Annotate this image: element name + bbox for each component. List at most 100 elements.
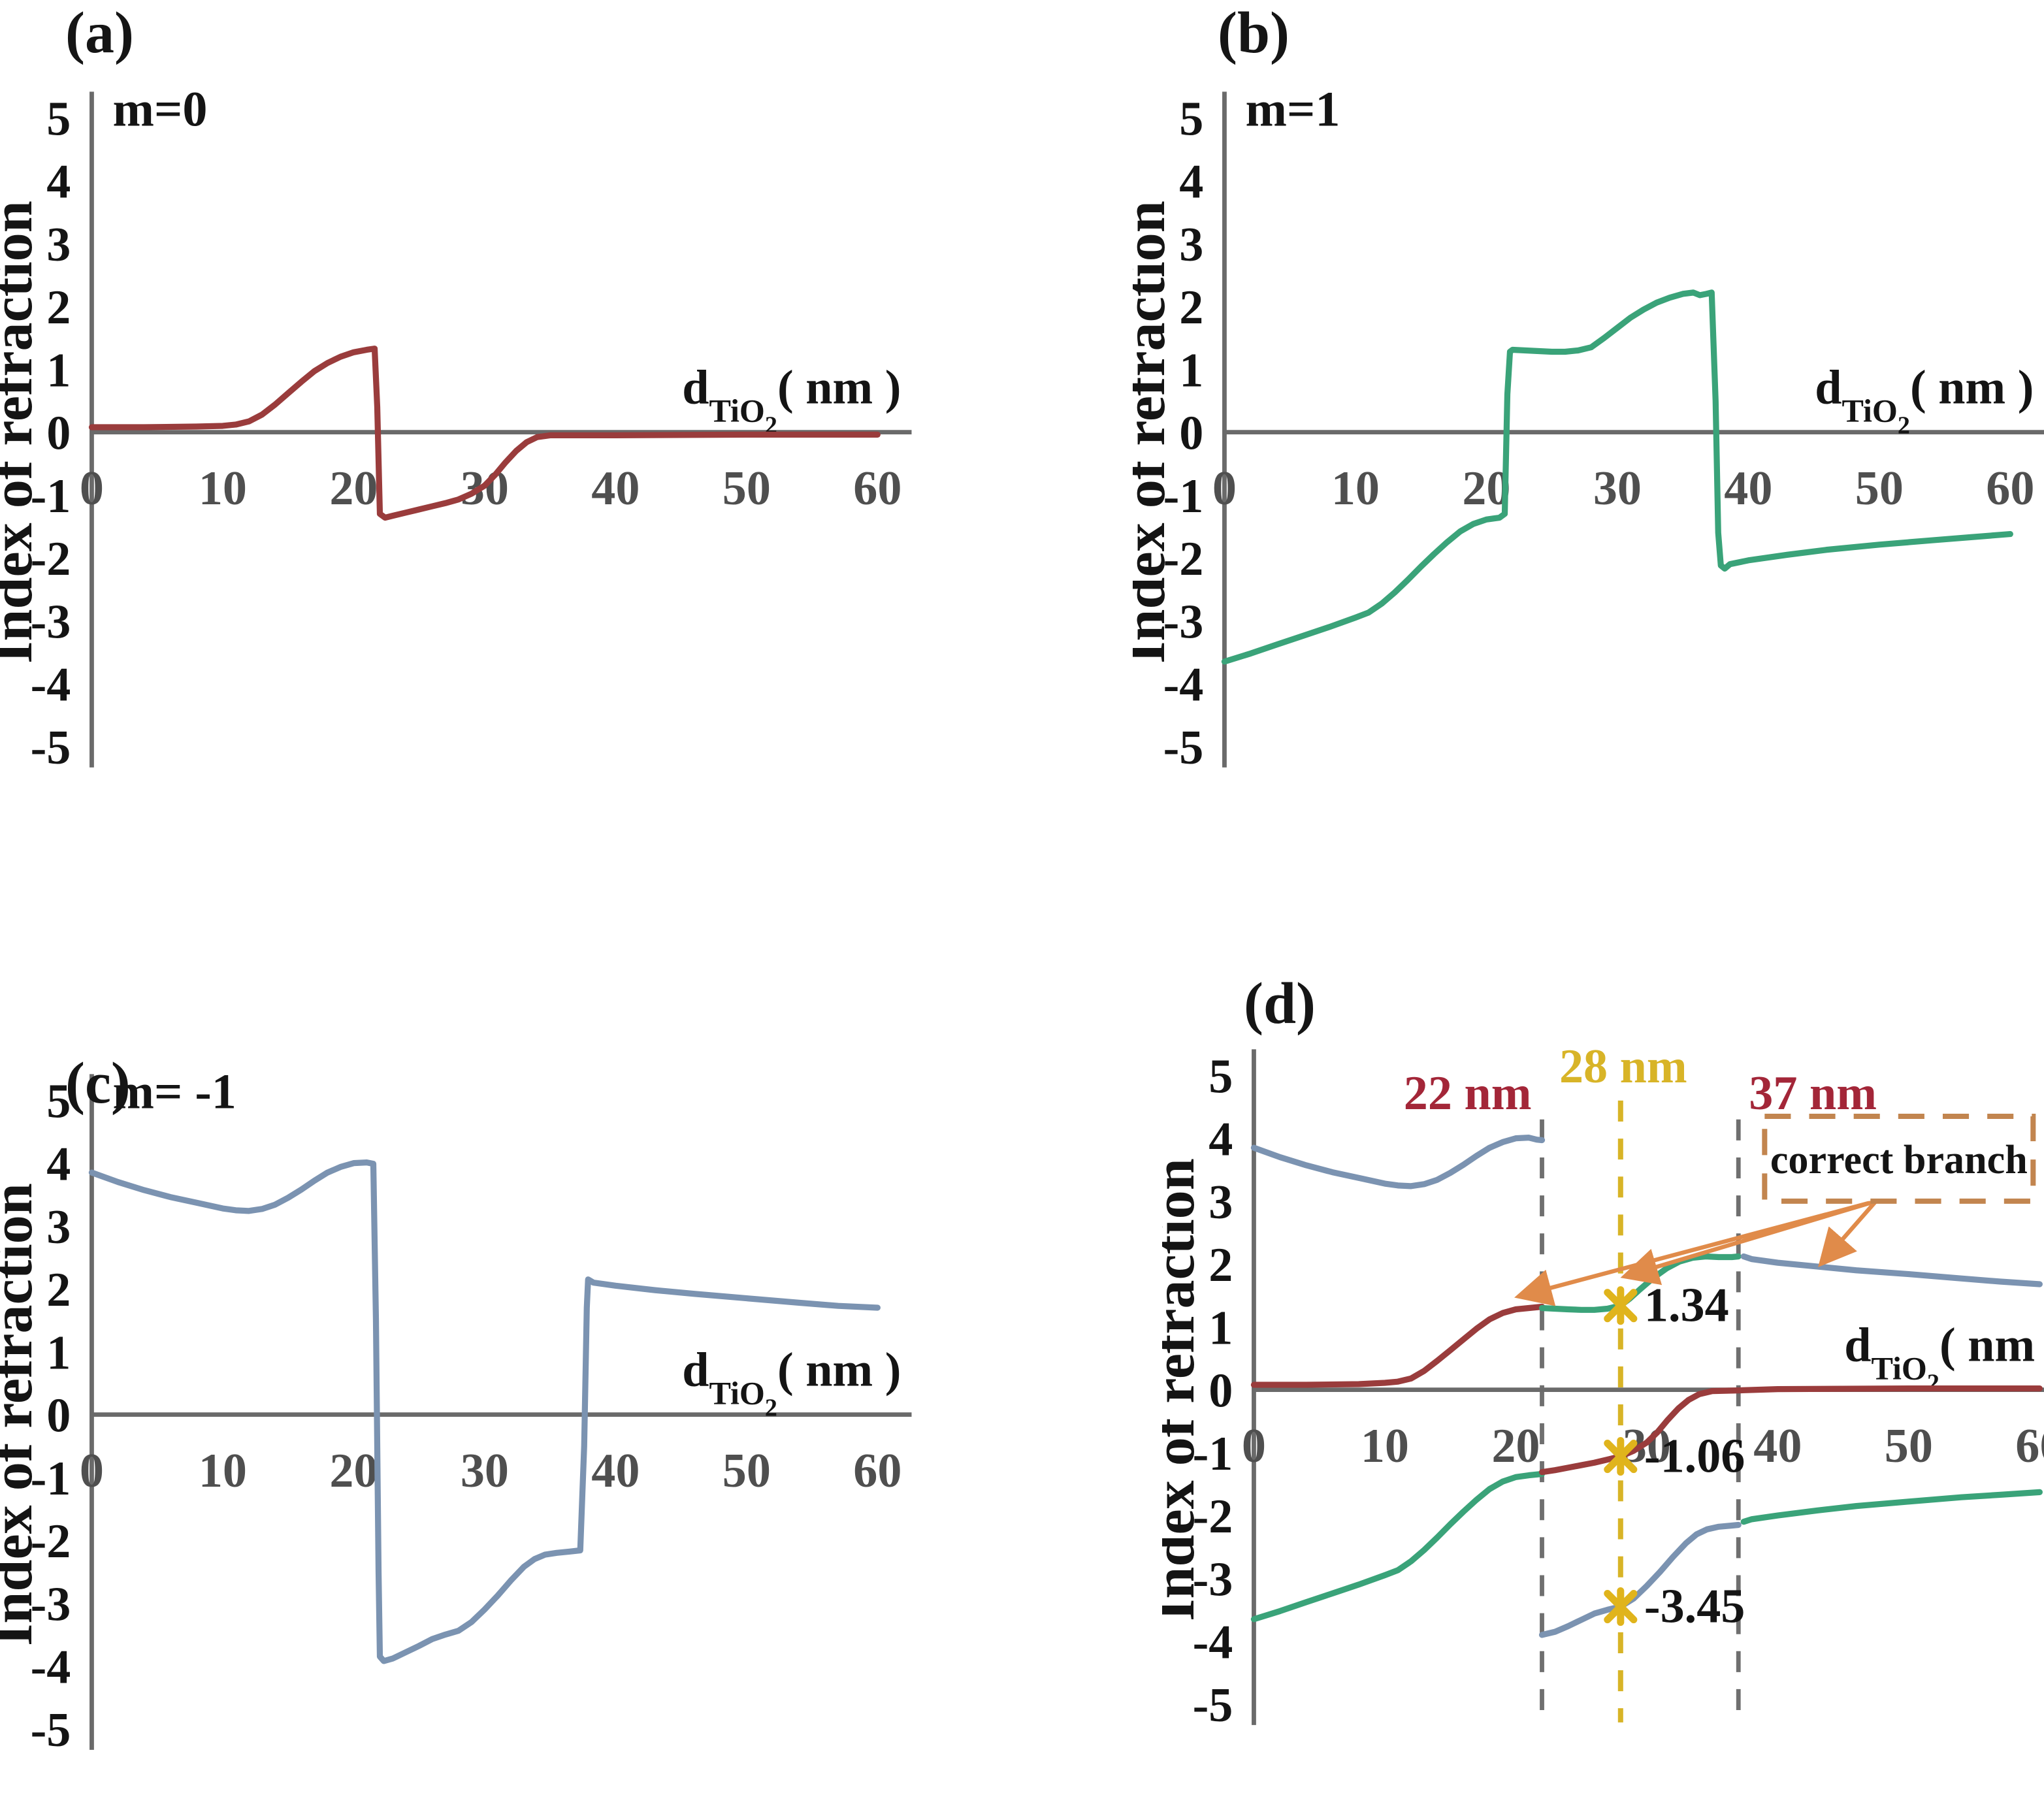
x-tick-label: 30 — [1593, 462, 1642, 515]
x-tick-label: 60 — [853, 1444, 901, 1498]
x-tick-label: 0 — [1212, 462, 1237, 515]
branch-label: m=1 — [1246, 82, 1340, 137]
x-tick-label: 10 — [1361, 1419, 1409, 1473]
y-tick-label: 5 — [46, 1075, 71, 1128]
x-tick-label: 40 — [591, 1444, 640, 1498]
y-tick-label: -1 — [31, 1452, 71, 1506]
y-tick-label: -3 — [31, 1577, 71, 1631]
y-tick-label: 4 — [1209, 1113, 1233, 1167]
x-axis-title: dTiO2( nm ) — [682, 361, 901, 439]
x-tick-label: 0 — [80, 462, 104, 515]
y-axis-title: Index of refraction — [1133, 201, 1177, 664]
x-tick-label: 10 — [199, 1444, 247, 1498]
y-tick-label: -5 — [31, 1704, 71, 1757]
y-axis-title: Index of refraction — [0, 201, 44, 664]
x-tick-label: 60 — [1986, 462, 2034, 515]
y-tick-label: -2 — [1193, 1490, 1233, 1544]
y-tick-label: -3 — [1163, 595, 1204, 649]
correct-branch-label: correct branch — [1770, 1138, 2028, 1182]
y-tick-label: 4 — [46, 155, 71, 209]
x-tick-label: 40 — [591, 462, 640, 515]
x-axis-title: dTiO2( nm ) — [682, 1343, 901, 1421]
y-tick-label: -1 — [1193, 1427, 1233, 1481]
y-tick-label: 3 — [46, 218, 71, 272]
y-tick-label: -4 — [1163, 658, 1204, 712]
panel-c: (c) 5 4 3 2 1 0 -1 -2 -3 -4 -5 0 10 20 30 40 50 60 m= -1 In… — [0, 898, 1022, 1795]
y-tick-label: -1 — [1163, 470, 1204, 523]
marker--3.45 — [1604, 1587, 1638, 1626]
y-tick-label: -2 — [31, 1515, 71, 1568]
y-tick-label: 2 — [46, 1263, 71, 1317]
y-tick-label: 3 — [46, 1201, 71, 1254]
x-tick-label: 0 — [1242, 1419, 1266, 1473]
x-tick-label: 60 — [2015, 1419, 2044, 1473]
y-tick-label: 4 — [1179, 155, 1203, 209]
y-tick-label: -1 — [31, 470, 71, 523]
marker-1.34 — [1604, 1286, 1638, 1325]
x-tick-label: 40 — [1753, 1419, 1802, 1473]
value-label-1.34: 1.34 — [1644, 1279, 1729, 1333]
y-tick-label: 2 — [1209, 1238, 1233, 1292]
x-tick-label: 10 — [199, 462, 247, 515]
y-tick-label: -5 — [1163, 721, 1204, 775]
y-tick-label: 0 — [46, 1389, 71, 1443]
y-tick-label: -2 — [1163, 532, 1204, 586]
series-m-1-blue — [88, 1159, 881, 1664]
series-blue-segment-37-60 — [1740, 1253, 2043, 1287]
panel-b: (b) 5 4 3 2 1 0 -1 -2 -3 -4 -5 0 10 20 30 40 50 60 m=1 Inde… — [1022, 0, 2044, 898]
y-tick-label: -2 — [31, 532, 71, 586]
value-label--3.45: -3.45 — [1644, 1580, 1745, 1634]
y-tick-label: 5 — [1179, 92, 1203, 146]
branch-label: m=0 — [113, 82, 208, 137]
y-axis-title: Index of refraction — [0, 1183, 44, 1646]
series-m0-red — [88, 346, 881, 521]
series-blue-segment-0-22 — [1250, 1135, 1546, 1189]
marker--1.06 — [1604, 1437, 1638, 1476]
y-tick-label: 1 — [46, 1326, 71, 1380]
vline-label-22-nm: 22 nm — [1404, 1067, 1532, 1120]
value-label--1.06: -1.06 — [1644, 1430, 1745, 1483]
y-tick-label: -3 — [1193, 1553, 1233, 1606]
x-tick-label: 20 — [329, 462, 378, 515]
series-red-segment-0-22 — [1250, 1303, 1546, 1388]
correct-branch-arrow-3 — [1818, 1199, 1878, 1267]
y-tick-label: -5 — [31, 721, 71, 775]
x-tick-label: 50 — [722, 462, 771, 515]
x-tick-label: 50 — [722, 1444, 771, 1498]
y-tick-label: 0 — [1209, 1365, 1233, 1418]
vline-label-37-nm: 37 nm — [1749, 1067, 1877, 1120]
y-axis-title: Index of refraction — [1162, 1158, 1207, 1621]
y-tick-label: 0 — [46, 407, 71, 461]
x-tick-label: 20 — [1491, 1419, 1540, 1473]
y-tick-label: -4 — [1193, 1616, 1233, 1670]
y-tick-label: 2 — [1179, 281, 1203, 334]
correct-branch-box — [1762, 1113, 2036, 1204]
x-tick-label: 50 — [1885, 1419, 1933, 1473]
panel-d: (d) 22 nm 28 nm 37 nm 5 4 3 2 1 0 -1 -2 -3 -4 -5 0 10 20… — [1022, 898, 2044, 1795]
y-tick-label: 5 — [1209, 1050, 1233, 1103]
y-tick-label: 1 — [1209, 1301, 1233, 1355]
x-tick-label: 60 — [853, 462, 901, 515]
x-axis-title: dTiO2( nm ) — [1844, 1318, 2044, 1397]
series-green-segment-0-22 — [1250, 1470, 1546, 1623]
y-tick-label: 3 — [1179, 218, 1203, 272]
y-tick-label: 3 — [1209, 1176, 1233, 1229]
branch-label: m= -1 — [113, 1064, 236, 1119]
y-tick-label: -5 — [1193, 1679, 1233, 1732]
series-red-segment-22-60 — [1538, 1385, 2043, 1476]
y-tick-label: 2 — [46, 281, 71, 334]
panel-a: (a) 5 4 3 2 1 0 -1 -2 -3 -4 -5 0 10 20 30 40 50 60 m=0 Inde… — [0, 0, 1022, 898]
x-tick-label: 40 — [1724, 462, 1772, 515]
correct-branch-arrow-2 — [1620, 1199, 1877, 1286]
x-tick-label: 50 — [1855, 462, 1904, 515]
y-tick-label: 1 — [46, 344, 71, 397]
y-tick-label: 0 — [1179, 407, 1203, 461]
y-tick-label: -3 — [31, 595, 71, 649]
y-tick-label: 5 — [46, 92, 71, 146]
vline-label-28-nm: 28 nm — [1559, 1040, 1687, 1093]
